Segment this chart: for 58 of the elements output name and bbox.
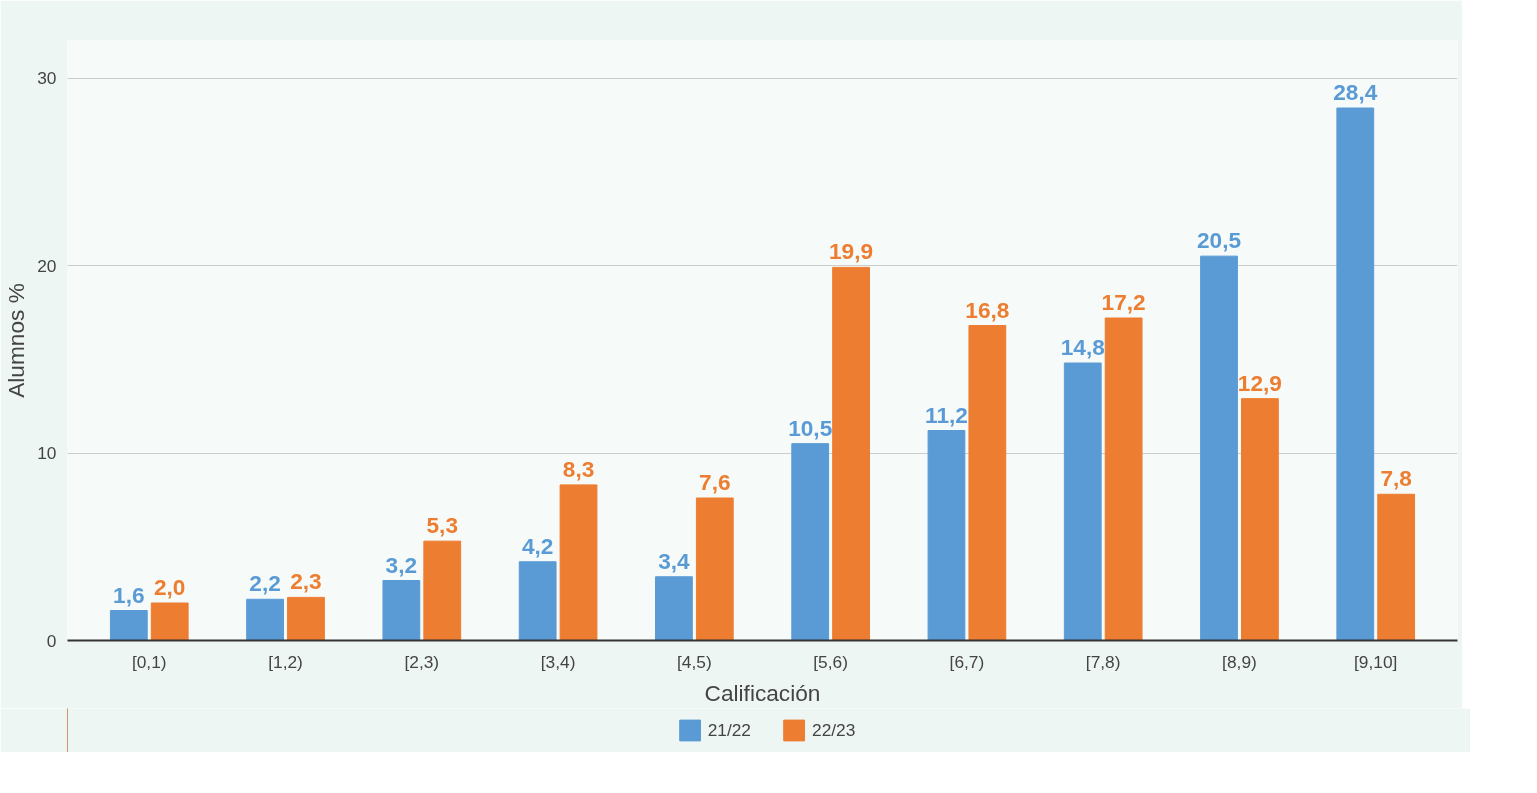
x-tick-label: [9,10] xyxy=(1354,651,1398,672)
data-label: 28,4 xyxy=(1333,79,1378,105)
x-tick-label: [3,4) xyxy=(540,651,576,672)
bar xyxy=(1241,398,1279,641)
data-label: 5,3 xyxy=(426,512,459,539)
data-label: 8,3 xyxy=(562,455,595,482)
x-tick-label: [0,1) xyxy=(131,651,167,672)
bar xyxy=(109,610,148,641)
data-label: 2,0 xyxy=(153,574,186,600)
bar xyxy=(1377,493,1416,641)
x-tick-label: [1,2) xyxy=(268,651,303,672)
data-label: 7,6 xyxy=(699,469,731,495)
bar xyxy=(968,325,1007,641)
data-label: 17,2 xyxy=(1101,289,1146,315)
data-label: 7,8 xyxy=(1380,465,1412,492)
bar xyxy=(1200,255,1238,641)
y-axis-title: Alumnos % xyxy=(3,283,30,398)
x-tick-label: [5,6) xyxy=(813,651,848,672)
data-label: 12,9 xyxy=(1237,369,1282,396)
data-label: 2,3 xyxy=(290,568,322,595)
x-axis-title: Calificación xyxy=(704,679,821,706)
data-label: 3,4 xyxy=(658,547,691,574)
y-tick-label: 10 xyxy=(37,443,57,463)
data-label: 19,9 xyxy=(829,238,874,265)
y-tick-label: 0 xyxy=(46,630,57,651)
data-label: 4,2 xyxy=(521,532,554,559)
bar xyxy=(791,443,830,641)
data-label: 14,8 xyxy=(1060,334,1105,360)
bar xyxy=(246,598,284,641)
data-label: 11,2 xyxy=(925,401,968,428)
y-tick-label: 30 xyxy=(37,68,57,88)
data-label: 2,2 xyxy=(249,570,281,597)
x-tick-label: [7,8) xyxy=(1085,651,1121,672)
bar xyxy=(423,540,462,641)
data-label: 20,5 xyxy=(1196,227,1242,254)
bar xyxy=(150,602,189,641)
bar xyxy=(695,497,734,641)
bar xyxy=(287,596,325,641)
x-tick-label: [2,3) xyxy=(404,651,440,672)
bar xyxy=(655,576,693,641)
bar xyxy=(518,561,557,641)
bar xyxy=(382,580,421,641)
legend-label: 22/23 xyxy=(812,719,856,741)
x-tick-label: [8,9) xyxy=(1222,651,1257,672)
data-label: 10,5 xyxy=(788,414,833,441)
data-label: 3,2 xyxy=(385,551,418,578)
bar xyxy=(927,430,966,641)
data-label: 1,6 xyxy=(113,581,145,608)
x-tick-label: [4,5) xyxy=(677,651,712,672)
bar xyxy=(559,484,598,641)
y-tick-label: 20 xyxy=(37,255,57,276)
bar xyxy=(1063,362,1102,641)
x-tick-label: [6,7) xyxy=(949,651,985,672)
bar xyxy=(1336,107,1375,641)
bar xyxy=(1104,317,1143,641)
bar xyxy=(832,266,870,641)
legend-label: 21/22 xyxy=(707,719,751,741)
data-label: 16,8 xyxy=(965,296,1010,323)
